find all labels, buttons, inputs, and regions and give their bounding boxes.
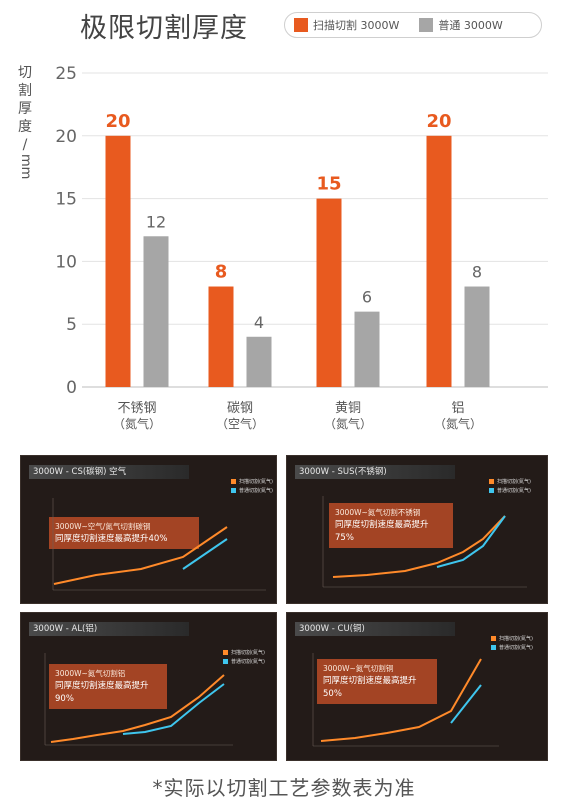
y-tick-label: 25 <box>55 64 77 84</box>
x-tick-label: 碳钢 <box>227 401 253 416</box>
panel-legend-normal-label: 普通切割(氮气) <box>499 645 533 651</box>
bar-normal <box>143 236 169 387</box>
panel-legend-normal: 普通切割(氮气) <box>489 487 531 496</box>
bar-normal <box>354 311 380 387</box>
panel-legend-normal: 普通切割(氮气) <box>223 658 265 667</box>
legend-swatch-scan <box>294 18 308 32</box>
panel-legend-scan-label: 扫描切割(氮气) <box>231 650 265 656</box>
panel-legend-scan: 扫描切割(氮气) <box>223 649 265 658</box>
footer-note: *实际以切割工艺参数表为准 <box>152 776 416 800</box>
bar-value-label: 20 <box>426 111 451 132</box>
page-title: 极限切割厚度 <box>80 13 248 44</box>
panel-callout: 3000W~氮气切割铜 同厚度切割速度最高提升50% <box>317 659 437 704</box>
y-axis-label-unit: mm <box>18 154 33 180</box>
panel-plot <box>312 653 499 747</box>
panel-legend-normal-label: 普通切割(氮气) <box>497 488 531 494</box>
panel-legend-normal: 普通切割(氮气) <box>491 644 533 653</box>
panel-legend-scan-label: 扫描切割(氮气) <box>239 479 273 485</box>
panel-legend-scan-label: 扫描切割(氮气) <box>499 636 533 642</box>
x-tick-sublabel: （空气） <box>216 416 264 431</box>
panel-sus: 3000W - SUS(不锈钢) 3000W~氮气切割不锈钢 同厚度切割速度最高… <box>286 455 548 604</box>
panel-callout: 3000W~氮气切割铝 同厚度切割速度最高提升90% <box>49 664 167 709</box>
bar-value-label: 20 <box>105 111 130 132</box>
legend-swatch-normal <box>419 18 434 32</box>
panel-legend: 扫描切割(氮气) 普通切割(氮气) <box>223 649 265 667</box>
panel-callout-line2: 同厚度切割速度最高提升50% <box>323 676 417 699</box>
bar-normal <box>246 336 272 387</box>
panel-cu: 3000W - CU(铜) 3000W~氮气切割铜 同厚度切割速度最高提升50%… <box>286 612 548 761</box>
panel-title: 3000W - AL(铝) <box>29 622 189 636</box>
x-tick-label: 黄铜 <box>335 401 361 416</box>
bar-scan <box>105 135 131 387</box>
bar-chart: 05101520252012不锈钢（氮气）84碳钢（空气）156黄铜（氮气）20… <box>55 64 548 431</box>
panel-callout-line1: 3000W~氮气切割铝 <box>55 669 126 678</box>
y-tick-label: 10 <box>55 252 77 272</box>
panel-callout-line2: 同厚度切割速度最高提升75% <box>335 520 429 543</box>
bar-value-label: 6 <box>362 288 372 307</box>
y-tick-label: 5 <box>66 315 77 335</box>
panel-legend-normal: 普通切割(氮气) <box>231 487 273 496</box>
panel-callout-line2: 同厚度切割速度最高提升40% <box>55 534 168 544</box>
panel-al: 3000W - AL(铝) 3000W~氮气切割铝 同厚度切割速度最高提升90%… <box>20 612 277 761</box>
y-tick-label: 0 <box>66 378 77 398</box>
y-axis-label-char: / <box>22 137 28 153</box>
panel-callout-line1: 3000W~氮气切割不锈钢 <box>335 508 421 517</box>
panel-callout-line2: 同厚度切割速度最高提升90% <box>55 681 149 704</box>
panel-legend-scan: 扫描切割(氮气) <box>489 478 531 487</box>
panel-cs: 3000W - CS(碳钢) 空气 3000W~空气/氮气切割碳钢 同厚度切割速… <box>20 455 277 604</box>
bar-value-label: 4 <box>254 313 264 332</box>
bar-scan <box>208 286 234 387</box>
bar-value-label: 8 <box>215 262 228 283</box>
panel-legend-normal-label: 普通切割(氮气) <box>231 659 265 665</box>
panel-callout: 3000W~氮气切割不锈钢 同厚度切割速度最高提升75% <box>329 503 453 548</box>
y-axis-label: 切 割 厚 度 / mm <box>16 64 34 179</box>
y-axis-label-char: 切 <box>18 65 32 81</box>
y-tick-label: 20 <box>55 127 77 147</box>
panel-title: 3000W - CU(铜) <box>295 622 455 636</box>
panel-title: 3000W - SUS(不锈钢) <box>295 465 455 479</box>
bar-scan <box>426 135 452 387</box>
y-axis-label-char: 度 <box>18 119 32 135</box>
panel-legend: 扫描切割(氮气) 普通切割(氮气) <box>489 478 531 496</box>
bar-value-label: 15 <box>316 174 341 195</box>
panel-plot <box>322 496 527 588</box>
panel-legend-scan-label: 扫描切割(氮气) <box>497 479 531 485</box>
panel-callout-line1: 3000W~空气/氮气切割碳钢 <box>55 522 151 531</box>
bar-normal <box>464 286 490 387</box>
bar-value-label: 12 <box>146 212 166 231</box>
panel-legend: 扫描切割(氮气) 普通切割(氮气) <box>231 478 273 496</box>
chart-legend: 扫描切割 3000W 普通 3000W <box>284 12 542 38</box>
x-tick-sublabel: （氮气） <box>324 416 372 431</box>
panel-callout: 3000W~空气/氮气切割碳钢 同厚度切割速度最高提升40% <box>49 517 199 549</box>
panel-legend-scan: 扫描切割(氮气) <box>231 478 273 487</box>
y-tick-label: 15 <box>55 190 77 210</box>
y-axis-label-char: 厚 <box>18 101 32 117</box>
x-tick-label: 不锈钢 <box>117 401 156 416</box>
legend-item-scan: 扫描切割 3000W <box>294 17 399 33</box>
legend-label-normal: 普通 3000W <box>438 19 503 32</box>
panel-title: 3000W - CS(碳钢) 空气 <box>29 465 189 479</box>
panel-legend-scan: 扫描切割(氮气) <box>491 635 533 644</box>
bar-value-label: 8 <box>472 263 482 282</box>
x-tick-sublabel: （氮气） <box>113 416 161 431</box>
y-axis-label-char: 割 <box>18 83 32 99</box>
legend-label-scan: 扫描切割 3000W <box>313 19 400 32</box>
x-tick-label: 铝 <box>451 401 464 416</box>
panel-plot <box>44 653 233 746</box>
legend-item-normal: 普通 3000W <box>419 17 503 33</box>
bar-scan <box>316 198 342 387</box>
panel-plot <box>52 498 266 591</box>
x-tick-sublabel: （氮气） <box>434 416 482 431</box>
panel-legend: 扫描切割(氮气) 普通切割(氮气) <box>491 635 533 653</box>
panel-callout-line1: 3000W~氮气切割铜 <box>323 664 394 673</box>
panel-legend-normal-label: 普通切割(氮气) <box>239 488 273 494</box>
